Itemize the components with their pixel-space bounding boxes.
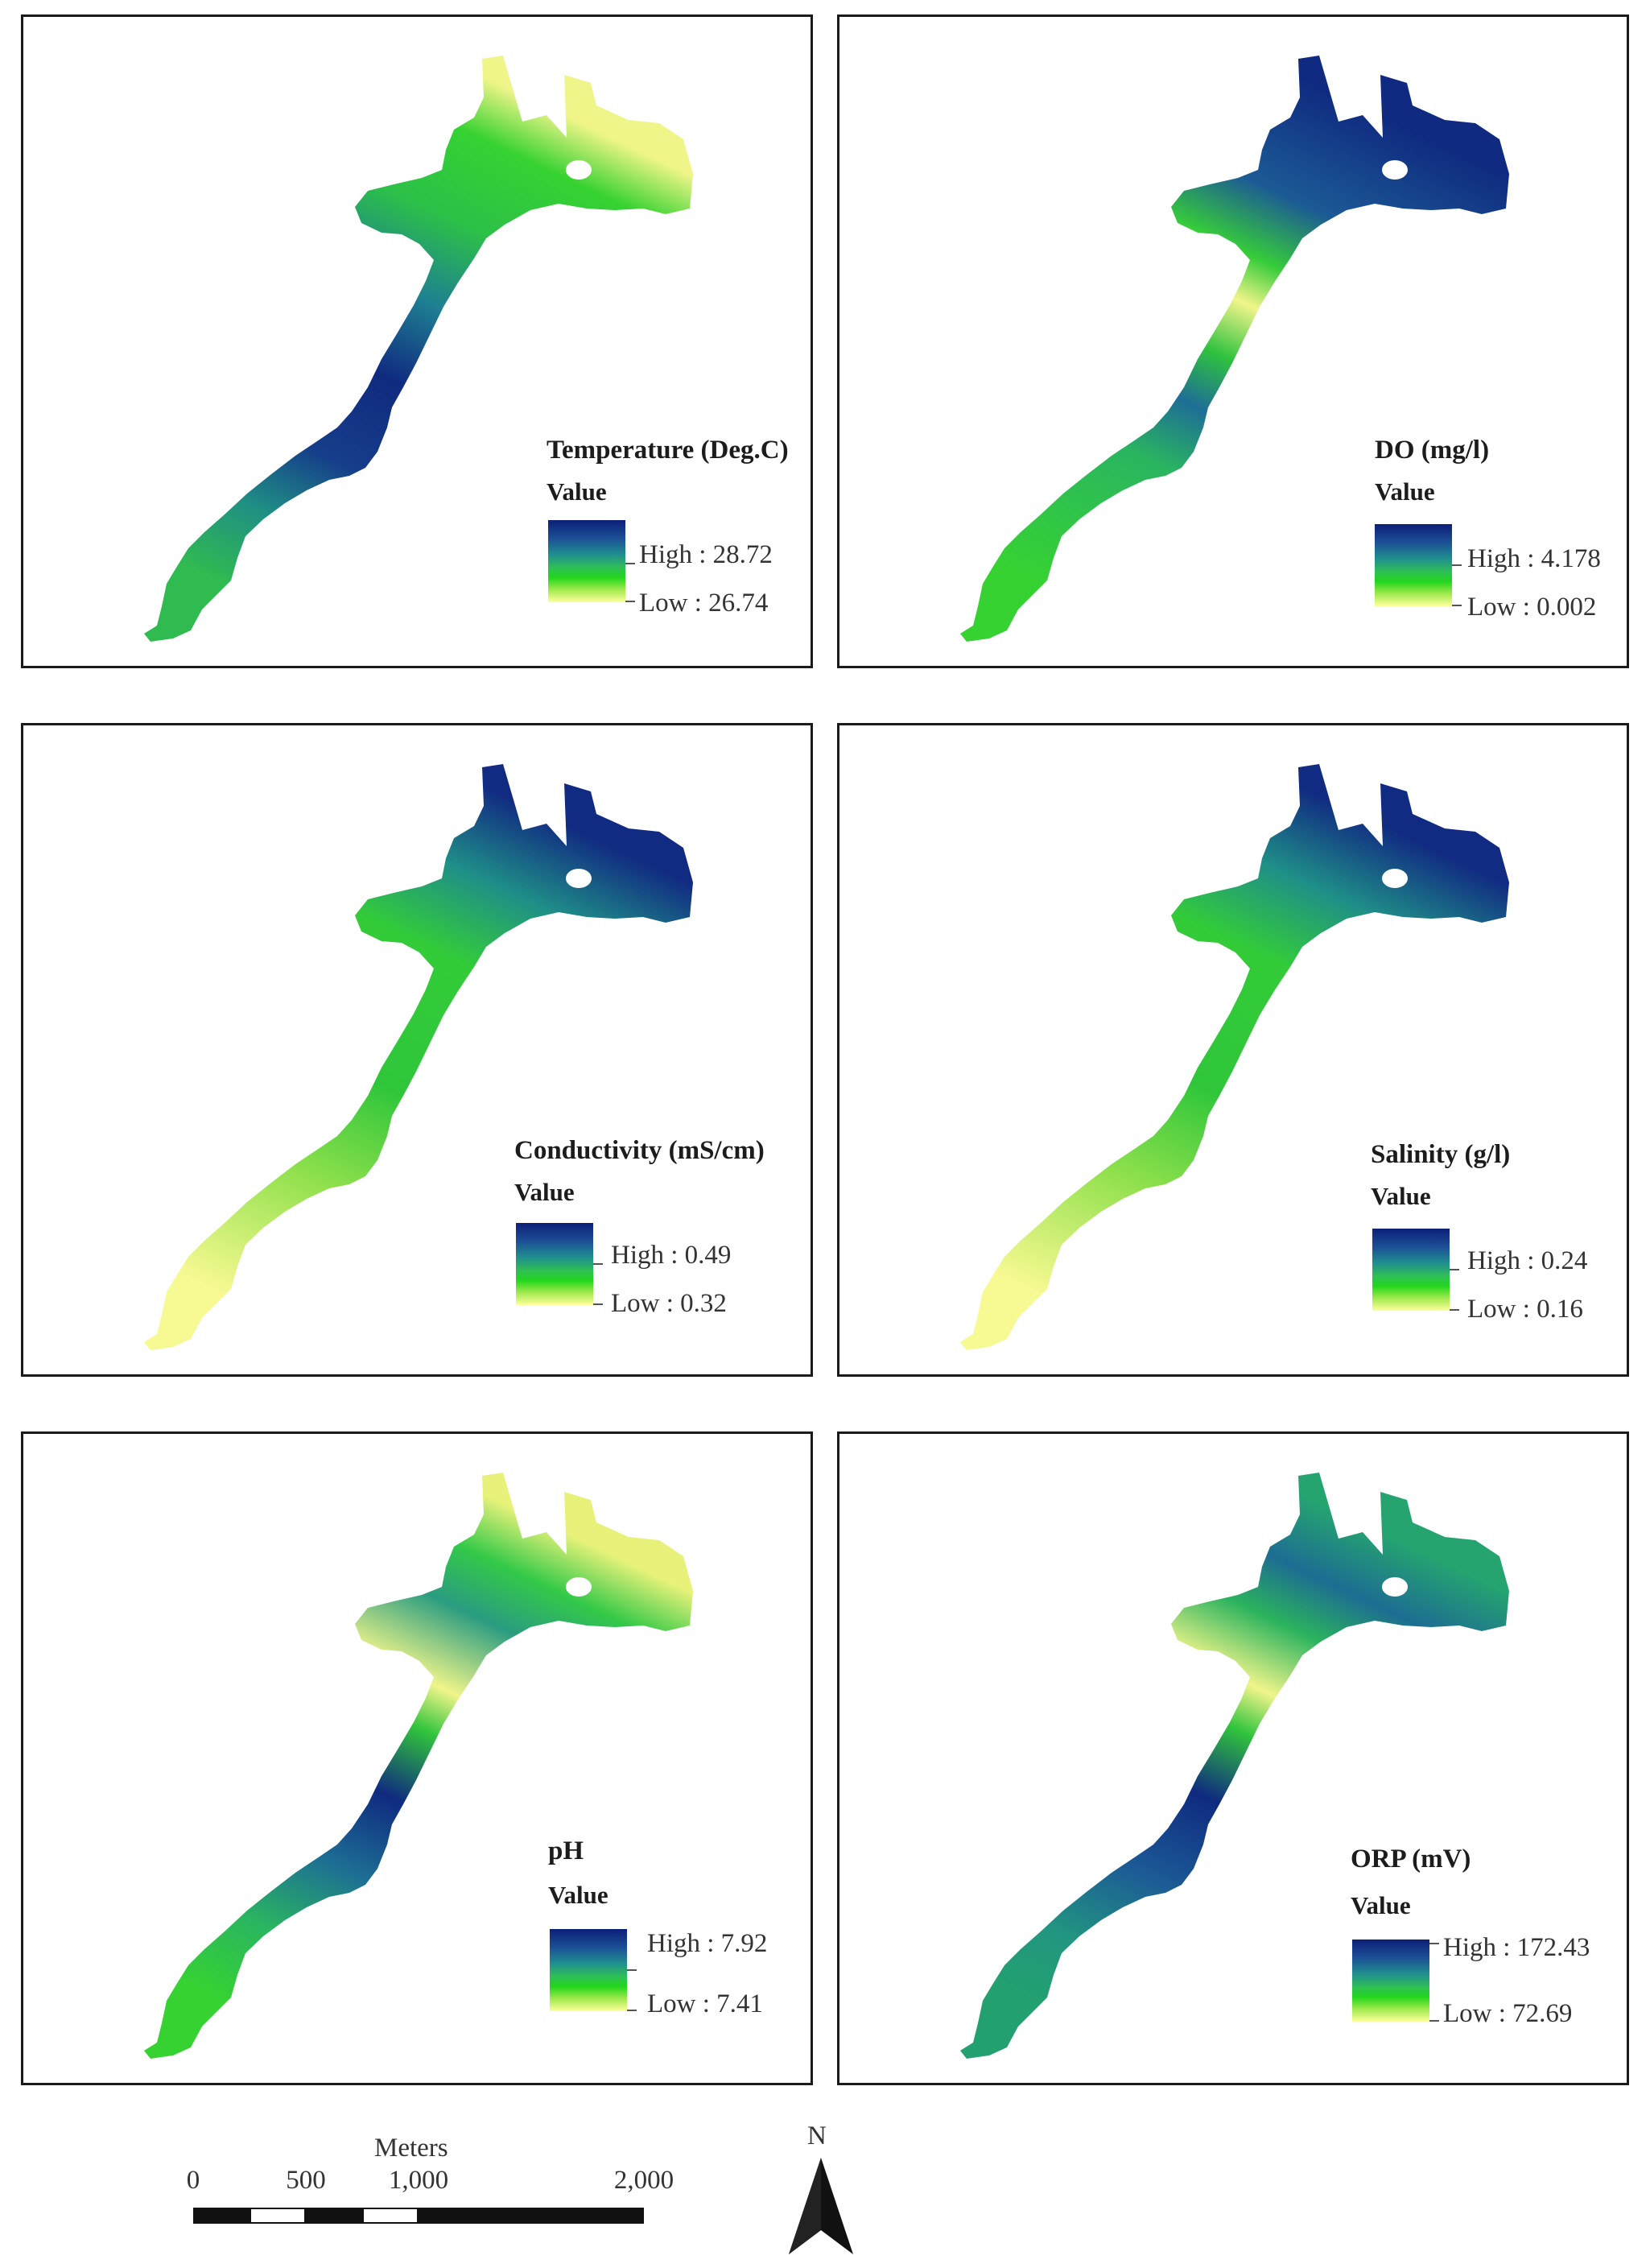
legend-low: Low : 7.41	[647, 1989, 763, 2018]
scale-segment	[250, 2208, 306, 2224]
north-arrow-icon	[789, 2158, 853, 2254]
legend-title: pH	[548, 1836, 584, 1865]
island	[1382, 869, 1408, 888]
legend-value-label: Value	[514, 1178, 575, 1206]
scale-tick-label: 2,000	[613, 2166, 674, 2195]
ramp-tick	[593, 1303, 603, 1305]
legend-title: DO (mg/l)	[1375, 436, 1490, 465]
scale-segment	[362, 2208, 419, 2224]
legend-title: Salinity (g/l)	[1371, 1140, 1511, 1169]
legend-value-label: Value	[1351, 1891, 1411, 1919]
ramp-tick	[1450, 1269, 1459, 1270]
legend-value-label: Value	[1371, 1182, 1431, 1210]
map-panel-orp: ORP (mV) Value High : 172.43 Low : 72.69	[837, 1431, 1629, 2085]
ramp-tick	[1452, 564, 1462, 566]
scale-segment	[419, 2208, 644, 2224]
ramp-tick	[593, 1263, 603, 1265]
map-panel-ph: pH Value High : 7.92 Low : 7.41	[21, 1431, 813, 2085]
lake-map-orp	[960, 1473, 1509, 2059]
lake-map-ph	[144, 1473, 693, 2059]
ramp-tick	[1429, 2020, 1439, 2022]
lake-map-conductivity	[144, 764, 693, 1350]
legend-low: Low : 0.002	[1467, 593, 1597, 622]
island	[566, 160, 592, 180]
color-ramp	[1372, 1229, 1450, 1311]
legend-low: Low : 26.74	[639, 589, 769, 618]
color-ramp	[1352, 1940, 1429, 2022]
island	[566, 869, 592, 888]
legend-low: Low : 72.69	[1443, 1999, 1573, 2028]
ramp-tick	[627, 1969, 637, 1971]
ramp-tick	[625, 563, 635, 564]
color-ramp	[516, 1223, 593, 1305]
color-ramp	[548, 520, 625, 602]
lake-map-temperature	[144, 56, 693, 642]
legend-title: Conductivity (mS/cm)	[514, 1136, 765, 1165]
legend-value-label: Value	[1375, 477, 1435, 506]
legend-low: Low : 0.16	[1467, 1295, 1583, 1324]
scale-bar: Meters 0 500 1,000 2,000	[185, 2134, 674, 2246]
map-panel-conductivity: Conductivity (mS/cm) Value High : 0.49 L…	[21, 723, 813, 1377]
scale-unit: Meters	[374, 2134, 448, 2163]
scale-segment	[306, 2208, 362, 2224]
map-panel-temperature: Temperature (Deg.C) Value High : 28.72 L…	[21, 14, 813, 668]
legend-title: ORP (mV)	[1351, 1845, 1471, 1873]
color-ramp	[550, 1929, 627, 2011]
color-ramp	[1375, 524, 1452, 606]
scale-tick-label: 1,000	[388, 2166, 449, 2195]
lake-map-salinity	[960, 764, 1509, 1350]
ramp-tick	[625, 601, 635, 602]
island	[1382, 160, 1408, 180]
legend-low: Low : 0.32	[611, 1289, 727, 1318]
legend-high: High : 7.92	[647, 1929, 768, 1958]
legend-high: High : 4.178	[1467, 544, 1601, 573]
legend-high: High : 28.72	[639, 540, 773, 569]
legend-title: Temperature (Deg.C)	[547, 436, 789, 465]
north-label: N	[807, 2121, 827, 2150]
scale-segment	[193, 2208, 250, 2224]
legend-value-label: Value	[547, 477, 607, 506]
north-arrow: N	[785, 2121, 857, 2258]
ramp-tick	[1450, 1309, 1459, 1311]
scale-tick-label: 0	[186, 2166, 200, 2195]
legend-high: High : 0.24	[1467, 1246, 1588, 1275]
island	[1382, 1577, 1408, 1597]
ramp-tick	[627, 2010, 637, 2011]
ramp-tick	[1452, 605, 1462, 606]
legend-high: High : 0.49	[611, 1241, 732, 1270]
legend-value-label: Value	[548, 1881, 608, 1909]
map-panel-do: DO (mg/l) Value High : 4.178 Low : 0.002	[837, 14, 1629, 668]
map-panel-salinity: Salinity (g/l) Value High : 0.24 Low : 0…	[837, 723, 1629, 1377]
island	[566, 1577, 592, 1597]
ramp-tick	[1429, 1943, 1439, 1944]
legend-high: High : 172.43	[1443, 1933, 1590, 1962]
scale-tick-label: 500	[286, 2166, 326, 2195]
lake-map-do	[960, 56, 1509, 642]
